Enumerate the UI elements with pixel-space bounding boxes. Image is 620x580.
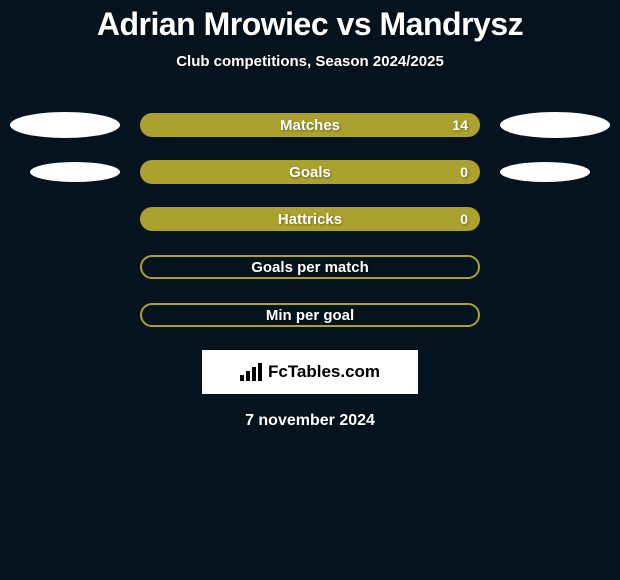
stat-row: Goals 0 <box>0 160 620 184</box>
stat-row: Min per goal <box>0 302 620 328</box>
stat-row: Matches 14 <box>0 112 620 138</box>
stat-row: Hattricks 0 <box>0 206 620 232</box>
stat-value: 0 <box>460 164 468 180</box>
stat-bar: Min per goal <box>140 303 480 327</box>
comparison-infographic: Adrian Mrowiec vs Mandrysz Club competit… <box>0 0 620 580</box>
subtitle: Club competitions, Season 2024/2025 <box>0 53 620 70</box>
stat-label: Hattricks <box>278 211 342 228</box>
stat-bar: Goals 0 <box>140 160 480 184</box>
stat-value: 0 <box>460 211 468 227</box>
stat-label: Goals <box>289 164 331 181</box>
stat-value: 14 <box>452 117 468 133</box>
left-ellipse <box>10 112 120 138</box>
logo-text: FcTables.com <box>268 362 380 382</box>
right-ellipse <box>500 162 590 182</box>
right-ellipse <box>500 112 610 138</box>
date-text: 7 november 2024 <box>0 412 620 430</box>
stat-bar: Hattricks 0 <box>140 207 480 231</box>
stats-list: Matches 14 Goals 0 Hattricks 0 Goals per match… <box>0 112 620 328</box>
stat-label: Matches <box>280 117 340 134</box>
chart-icon <box>240 363 262 381</box>
stat-label: Min per goal <box>266 307 354 324</box>
stat-bar: Goals per match <box>140 255 480 279</box>
stat-row: Goals per match <box>0 254 620 280</box>
logo-box: FcTables.com <box>202 350 418 394</box>
left-ellipse <box>30 162 120 182</box>
page-title: Adrian Mrowiec vs Mandrysz <box>0 0 620 43</box>
stat-label: Goals per match <box>251 259 369 276</box>
stat-bar: Matches 14 <box>140 113 480 137</box>
